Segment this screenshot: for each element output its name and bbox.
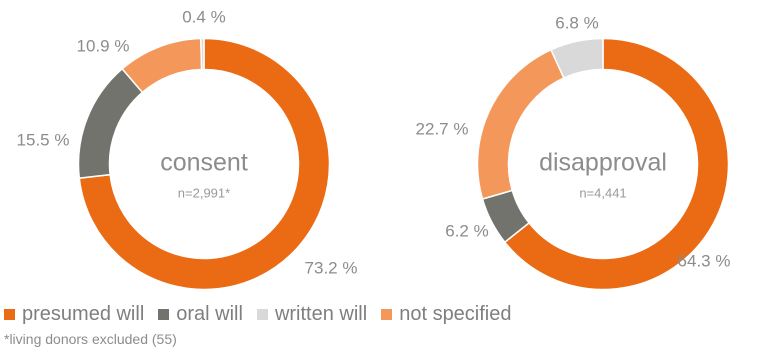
- donut-chart-consent: 73.2 % 15.5 % 0.4 % 10.9 % consent n=2,991*: [17, 7, 358, 291]
- legend-swatch-written-will: [256, 309, 268, 320]
- slice-consent-written-will: [200, 37, 205, 71]
- center-title-disapproval: disapproval: [539, 149, 667, 177]
- legend-label-oral-will: oral will: [176, 303, 243, 325]
- data-label-disapproval-not-specified: 22.7 %: [416, 119, 469, 138]
- donut-chart-disapproval: 64.3 % 6.2 % 6.8 % 22.7 % disapproval n=4,441: [416, 13, 731, 291]
- donut-charts: 73.2 % 15.5 % 0.4 % 10.9 % consent n=2,991* 64…: [17, 7, 731, 291]
- data-label-consent-written-will: 0.4 %: [182, 7, 225, 26]
- slice-disapproval-not-specified: [476, 48, 565, 200]
- data-label-consent-not-specified: 10.9 %: [77, 36, 130, 55]
- center-sublabel-disapproval: n=4,441: [579, 185, 626, 200]
- center-sublabel-consent: n=2,991*: [178, 185, 230, 200]
- legend-label-written-will: written will: [274, 303, 368, 325]
- legend-item-written-will: written will: [256, 303, 368, 326]
- legend-swatch-oral-will: [158, 309, 170, 320]
- data-label-disapproval-oral-will: 6.2 %: [445, 221, 488, 240]
- footnote: *living donors excluded (55): [4, 331, 177, 347]
- slice-disapproval-written-will: [550, 37, 604, 79]
- data-label-disapproval-presumed-will: 64.3 %: [678, 251, 731, 270]
- center-title-consent: consent: [160, 149, 248, 177]
- slice-disapproval-presumed-will: [503, 37, 730, 291]
- legend: presumed will oral will written will not…: [4, 303, 526, 326]
- legend-swatch-not-specified: [381, 309, 393, 320]
- legend-swatch-presumed-will: [4, 309, 15, 320]
- legend-label-presumed-will: presumed will: [22, 303, 145, 325]
- data-label-consent-presumed-will: 73.2 %: [305, 258, 358, 277]
- legend-item-presumed-will: presumed will: [4, 303, 144, 326]
- legend-item-not-specified: not specified: [381, 303, 512, 326]
- slice-consent-oral-will: [77, 67, 144, 179]
- legend-item-oral-will: oral will: [158, 303, 243, 326]
- data-label-disapproval-written-will: 6.8 %: [555, 13, 598, 32]
- slice-consent-presumed-will: [78, 37, 331, 291]
- legend-label-not-specified: not specified: [399, 303, 512, 325]
- data-label-consent-oral-will: 15.5 %: [17, 130, 70, 149]
